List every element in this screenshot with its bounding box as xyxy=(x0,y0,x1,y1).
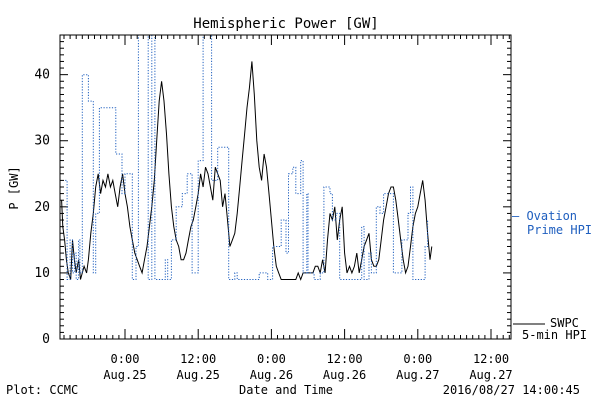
x-tick-label-date: Aug.27 xyxy=(469,368,512,382)
x-tick-label-time: 12:00 xyxy=(180,352,216,366)
chart-title: Hemispheric Power [GW] xyxy=(193,16,378,32)
footer-timestamp: 2016/08/27 14:00:45 xyxy=(443,383,580,397)
legend-entry-swpc-line2: 5-min HPI xyxy=(522,328,587,342)
legend-entry-ovation-line2: Prime HPI xyxy=(527,223,592,237)
x-tick-label-date: Aug.27 xyxy=(396,368,439,382)
x-tick-label-date: Aug.26 xyxy=(323,368,366,382)
y-axis-label: P [GW] xyxy=(7,166,21,209)
legend-entry-swpc: SWPC xyxy=(550,316,579,330)
series-line-ovation xyxy=(65,35,429,280)
x-tick-label-time: 12:00 xyxy=(327,352,363,366)
x-tick-label-time: 12:00 xyxy=(473,352,509,366)
plot-frame xyxy=(59,34,512,340)
y-tick-label: 20 xyxy=(34,200,50,215)
y-tick-label: 0 xyxy=(42,332,50,347)
x-tick-label-date: Aug.25 xyxy=(177,368,220,382)
x-tick-label-time: 0:00 xyxy=(257,352,286,366)
y-tick-label: 30 xyxy=(34,134,50,149)
x-tick-label-date: Aug.26 xyxy=(250,368,293,382)
footer-plot-source: Plot: CCMC xyxy=(6,383,78,397)
y-tick-label: 40 xyxy=(34,68,50,83)
series-line-swpc xyxy=(61,61,433,281)
x-tick-label-date: Aug.25 xyxy=(103,368,146,382)
x-axis-label: Date and Time xyxy=(239,383,333,397)
y-tick-label: 10 xyxy=(34,266,50,281)
legend-entry-ovation: — Ovation xyxy=(512,209,577,223)
x-tick-label-time: 0:00 xyxy=(111,352,140,366)
x-tick-label-time: 0:00 xyxy=(403,352,432,366)
